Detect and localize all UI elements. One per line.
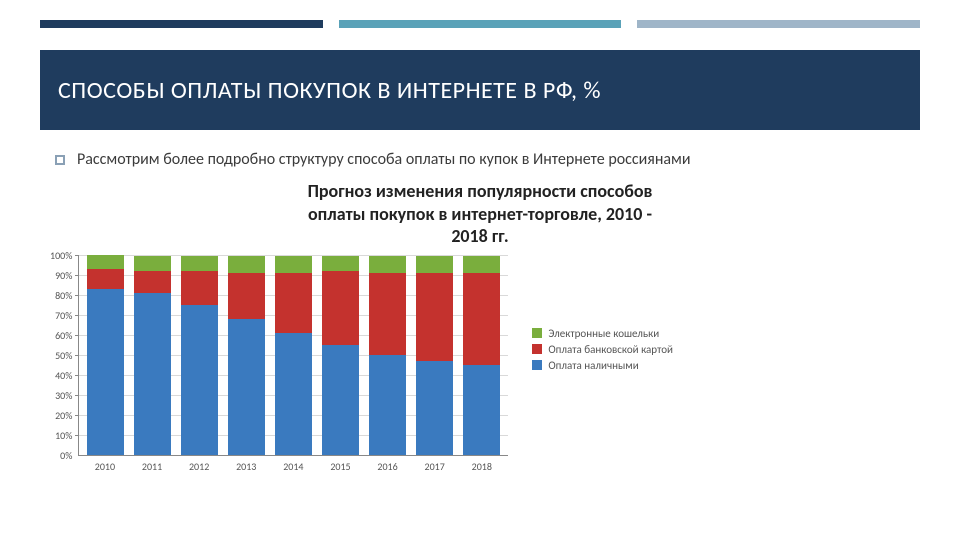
x-tick-label: 2011 <box>133 460 170 473</box>
bar-segment <box>275 273 312 333</box>
chart-container: Прогноз изменения популярности способов … <box>50 180 910 510</box>
bar-column <box>369 256 406 455</box>
bar-column <box>181 256 218 455</box>
bar-segment <box>416 361 453 455</box>
bar-segment <box>369 355 406 455</box>
bar-segment <box>322 271 359 345</box>
chart-title-line-1: Прогноз изменения популярности способов <box>308 180 653 202</box>
x-tick-label: 2013 <box>228 460 265 473</box>
bullet-marker <box>55 155 65 165</box>
legend-label: Оплата банковской картой <box>548 343 673 356</box>
bar-segment <box>181 305 218 454</box>
bar-column <box>134 256 171 455</box>
bar-segment <box>416 256 453 274</box>
y-axis: 100%90%80%70%60%50%40%30%20%10%0% <box>50 256 78 456</box>
legend-item: Оплата банковской картой <box>532 343 673 356</box>
title-band: СПОСОБЫ ОПЛАТЫ ПОКУПОК В ИНТЕРНЕТЕ В РФ,… <box>40 50 920 130</box>
legend-swatch <box>532 344 542 354</box>
bullet-row: Рассмотрим более подробно структуру спос… <box>55 150 920 169</box>
bar-segment <box>87 255 124 269</box>
bar-segment <box>463 256 500 274</box>
bar-segment <box>275 333 312 454</box>
bar-segment <box>275 256 312 274</box>
bar-segment <box>134 256 171 272</box>
chart-title-line-3: 2018 гг. <box>451 225 508 247</box>
bar-segment <box>181 256 218 272</box>
bars-group <box>79 256 508 455</box>
bar-segment <box>87 289 124 454</box>
bar-segment <box>369 256 406 274</box>
legend: Электронные кошельки Оплата банковской ка… <box>532 324 673 375</box>
bar-column <box>416 256 453 455</box>
bar-column <box>87 256 124 455</box>
legend-swatch <box>532 328 542 338</box>
x-tick-label: 2015 <box>322 460 359 473</box>
bar-segment <box>322 345 359 454</box>
x-tick-label: 2018 <box>463 460 500 473</box>
chart-title-line-2: оплаты покупок в интернет-торговле, 2010… <box>308 203 652 225</box>
bar-segment <box>228 273 265 319</box>
bar-segment <box>87 269 124 289</box>
bar-segment <box>134 271 171 293</box>
accent-seg-1 <box>40 20 323 28</box>
x-tick-label: 2014 <box>275 460 312 473</box>
x-axis: 2010 2011 2012 2013 2014 2015 2016 2017 2018 <box>78 456 508 473</box>
accent-seg-2 <box>339 20 622 28</box>
plot-row: 100%90%80%70%60%50%40%30%20%10%0% 201020… <box>50 256 910 473</box>
bar-segment <box>463 273 500 365</box>
bullet-text: Рассмотрим более подробно структуру спос… <box>77 150 691 169</box>
bar-segment <box>228 319 265 454</box>
slide-title: СПОСОБЫ ОПЛАТЫ ПОКУПОК В ИНТЕРНЕТЕ В РФ,… <box>58 76 601 105</box>
bar-segment <box>416 273 453 361</box>
top-accent-bar <box>40 20 920 34</box>
x-tick-label: 2017 <box>416 460 453 473</box>
legend-swatch <box>532 360 542 370</box>
bar-column <box>228 256 265 455</box>
bar-segment <box>463 365 500 455</box>
x-tick-label: 2010 <box>86 460 123 473</box>
plot-area <box>78 256 508 456</box>
bar-segment <box>134 293 171 454</box>
legend-item: Оплата наличными <box>532 359 673 372</box>
bar-column <box>463 256 500 455</box>
bar-segment <box>228 256 265 274</box>
bar-segment <box>181 271 218 305</box>
accent-seg-3 <box>637 20 920 28</box>
bar-segment <box>369 273 406 355</box>
slide: СПОСОБЫ ОПЛАТЫ ПОКУПОК В ИНТЕРНЕТЕ В РФ,… <box>0 0 960 540</box>
legend-label: Электронные кошельки <box>548 327 659 340</box>
plot-and-xaxis: 2010 2011 2012 2013 2014 2015 2016 2017 2018 <box>78 256 508 473</box>
legend-item: Электронные кошельки <box>532 327 673 340</box>
bar-column <box>322 256 359 455</box>
legend-label: Оплата наличными <box>548 359 638 372</box>
x-tick-label: 2012 <box>181 460 218 473</box>
x-tick-label: 2016 <box>369 460 406 473</box>
bar-column <box>275 256 312 455</box>
chart-title: Прогноз изменения популярности способов … <box>50 180 910 248</box>
bar-segment <box>322 256 359 272</box>
